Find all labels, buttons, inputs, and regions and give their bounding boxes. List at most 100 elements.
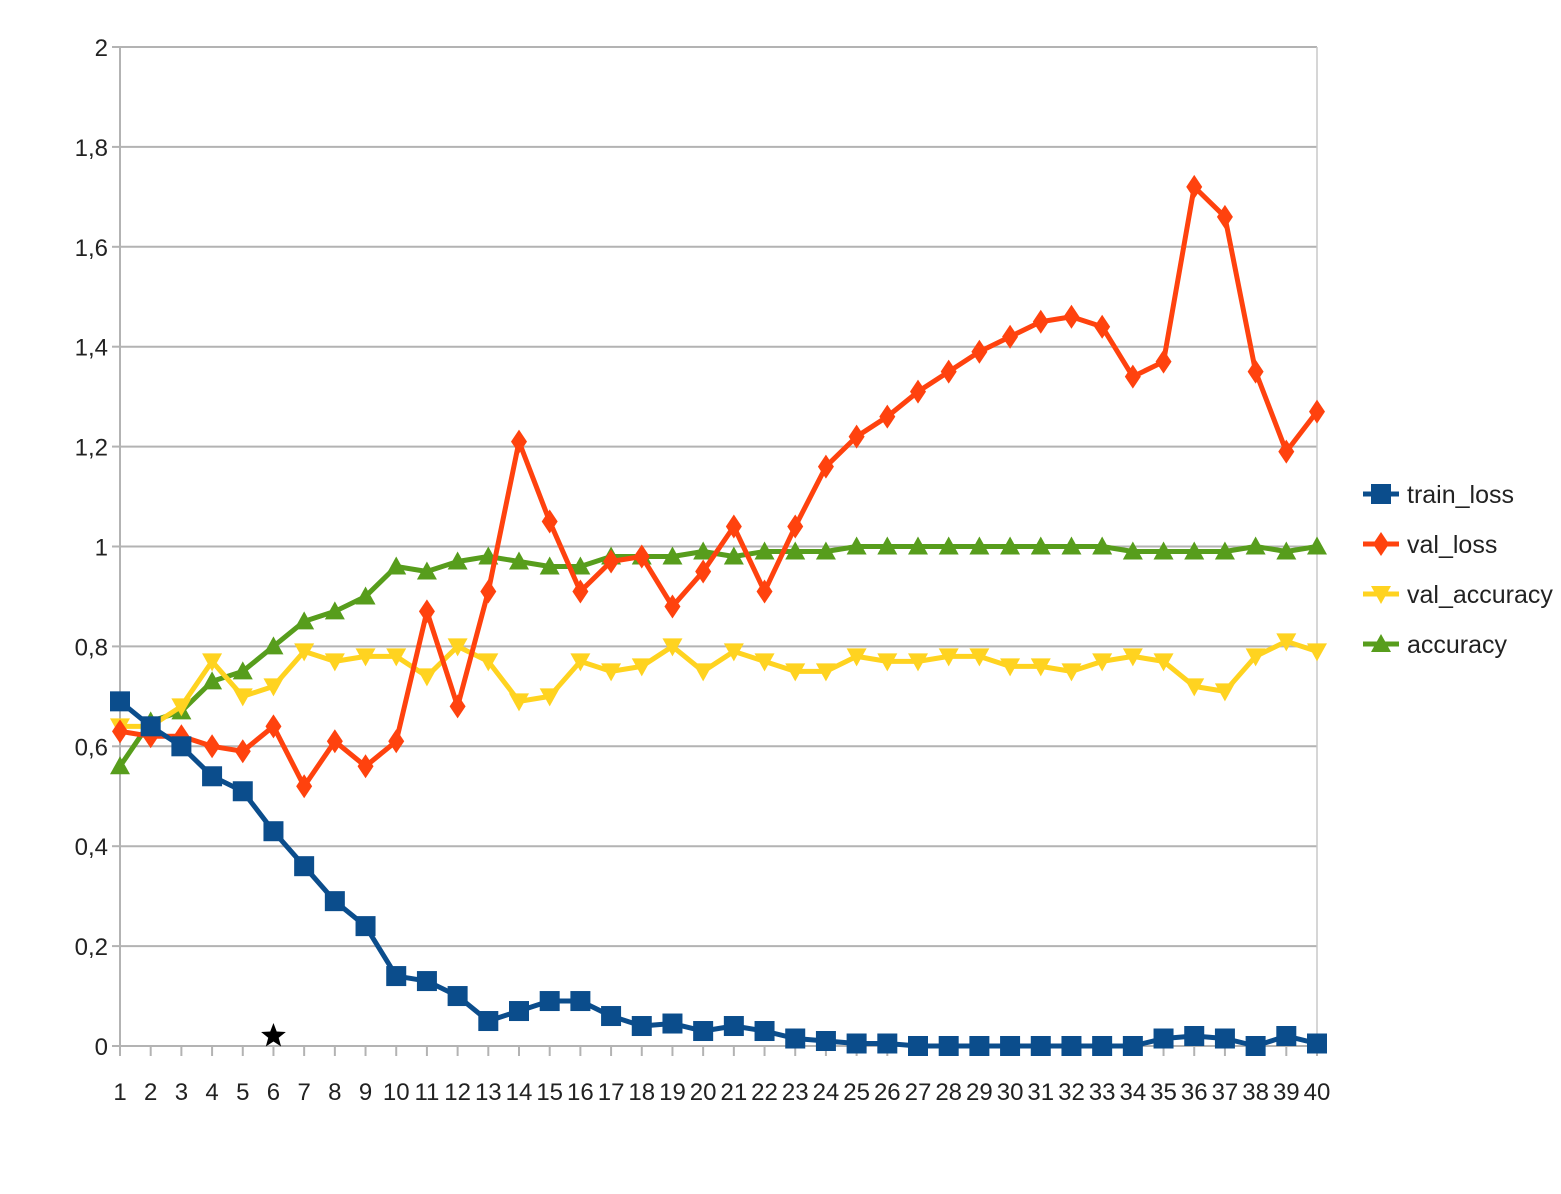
data-point-val_loss [1186, 174, 1203, 199]
data-point-val_loss [204, 734, 221, 759]
data-point-val_loss [572, 579, 589, 604]
data-point-accuracy [938, 536, 959, 555]
data-point-val_accuracy [969, 648, 990, 667]
x-tick-label: 24 [813, 1079, 840, 1106]
data-point-accuracy [815, 541, 836, 560]
x-tick-label: 23 [782, 1079, 809, 1106]
data-point-val_loss [848, 424, 865, 449]
legend-swatch-marker [1371, 586, 1391, 604]
data-point-train_loss [601, 1006, 622, 1027]
data-point-train_loss [140, 716, 161, 737]
data-point-val_loss [879, 404, 896, 429]
data-point-train_loss [969, 1036, 990, 1056]
data-point-val_loss [787, 514, 804, 539]
data-point-val_accuracy [631, 658, 652, 677]
annotations [261, 1023, 286, 1047]
y-tick-label: 0,4 [75, 834, 108, 861]
x-tick-label: 8 [328, 1079, 341, 1106]
data-point-val_loss [1094, 314, 1111, 339]
data-point-val_accuracy [509, 693, 529, 712]
x-tick-label: 5 [236, 1079, 249, 1106]
x-tick-label: 7 [297, 1079, 310, 1106]
data-point-val_accuracy [324, 653, 345, 672]
data-point-train_loss [1153, 1028, 1174, 1049]
x-tick-label: 3 [175, 1079, 188, 1106]
x-tick-label: 25 [843, 1079, 870, 1106]
data-point-val_loss [234, 739, 251, 764]
data-point-val_accuracy [693, 663, 714, 682]
data-point-accuracy [908, 536, 928, 555]
data-point-val_accuracy [263, 678, 284, 697]
data-point-val_loss [1278, 439, 1295, 464]
data-point-val_accuracy [601, 663, 622, 682]
data-point-train_loss [908, 1036, 928, 1056]
data-point-val_accuracy [294, 643, 315, 662]
data-point-accuracy [1184, 541, 1205, 560]
data-point-val_loss [910, 379, 926, 404]
data-point-train_loss [1276, 1026, 1297, 1047]
x-tick-label: 4 [205, 1079, 218, 1106]
data-point-train_loss [1184, 1026, 1205, 1047]
data-point-val_accuracy [1030, 658, 1051, 677]
y-tick-label: 2 [95, 35, 108, 62]
x-tick-label: 34 [1119, 1079, 1146, 1106]
data-point-train_loss [447, 986, 468, 1007]
x-tick-label: 22 [751, 1079, 778, 1106]
series-val_loss [112, 174, 1325, 799]
x-tick-label: 29 [966, 1079, 993, 1106]
data-point-val_loss [449, 694, 466, 719]
x-tick-label: 18 [628, 1079, 655, 1106]
data-point-val_loss [357, 754, 374, 779]
data-point-accuracy [754, 541, 775, 560]
star-marker [261, 1023, 286, 1047]
legend-item-accuracy: accuracy [1363, 631, 1508, 659]
x-tick-label: 40 [1304, 1079, 1331, 1106]
data-point-train_loss [294, 856, 315, 877]
data-point-accuracy [877, 536, 898, 555]
x-tick-label: 27 [905, 1079, 932, 1106]
data-point-val_accuracy [723, 643, 744, 662]
data-point-accuracy [570, 556, 591, 575]
data-point-val_accuracy [754, 653, 775, 672]
data-point-val_accuracy [171, 698, 192, 717]
data-point-accuracy [1092, 536, 1113, 555]
x-tick-label: 2 [144, 1079, 157, 1106]
y-tick-label: 1 [95, 535, 108, 562]
data-point-train_loss [785, 1028, 806, 1049]
legend-label: accuracy [1407, 631, 1508, 659]
data-point-train_loss [1061, 1036, 1082, 1056]
y-tick-label: 0 [95, 1034, 108, 1061]
y-tick-label: 1,6 [75, 235, 108, 262]
data-point-val_loss [418, 599, 435, 624]
data-point-val_accuracy [1092, 653, 1113, 672]
y-tick-label: 0,8 [75, 634, 108, 661]
data-point-val_accuracy [877, 653, 898, 672]
legend: train_loss val_loss val_accuracy accuracy [1363, 481, 1553, 659]
data-point-val_loss [695, 559, 712, 584]
data-point-train_loss [110, 691, 130, 712]
x-tick-label: 38 [1242, 1079, 1269, 1106]
data-point-val_accuracy [785, 663, 806, 682]
legend-item-val_accuracy: val_accuracy [1363, 581, 1553, 609]
series-val_accuracy [110, 633, 1327, 737]
data-point-val_accuracy [232, 688, 253, 707]
legend-swatch-marker [1371, 634, 1391, 652]
data-point-val_accuracy [570, 653, 591, 672]
x-tick-label: 12 [444, 1079, 471, 1106]
data-point-accuracy [1061, 536, 1082, 555]
data-point-val_loss [1063, 304, 1080, 329]
data-point-val_loss [817, 454, 834, 479]
x-tick-label: 9 [359, 1079, 372, 1106]
data-point-accuracy [539, 556, 560, 575]
legend-item-val_loss: val_loss [1363, 531, 1497, 559]
data-point-train_loss [693, 1021, 714, 1042]
legend-label: train_loss [1407, 481, 1514, 509]
data-point-val_accuracy [1214, 683, 1235, 702]
data-point-val_loss [1247, 359, 1264, 384]
data-point-val_accuracy [1184, 678, 1205, 697]
data-point-accuracy [324, 601, 345, 620]
data-point-train_loss [1122, 1036, 1143, 1056]
data-point-val_accuracy [416, 668, 437, 687]
series-line-accuracy [117, 544, 1318, 768]
